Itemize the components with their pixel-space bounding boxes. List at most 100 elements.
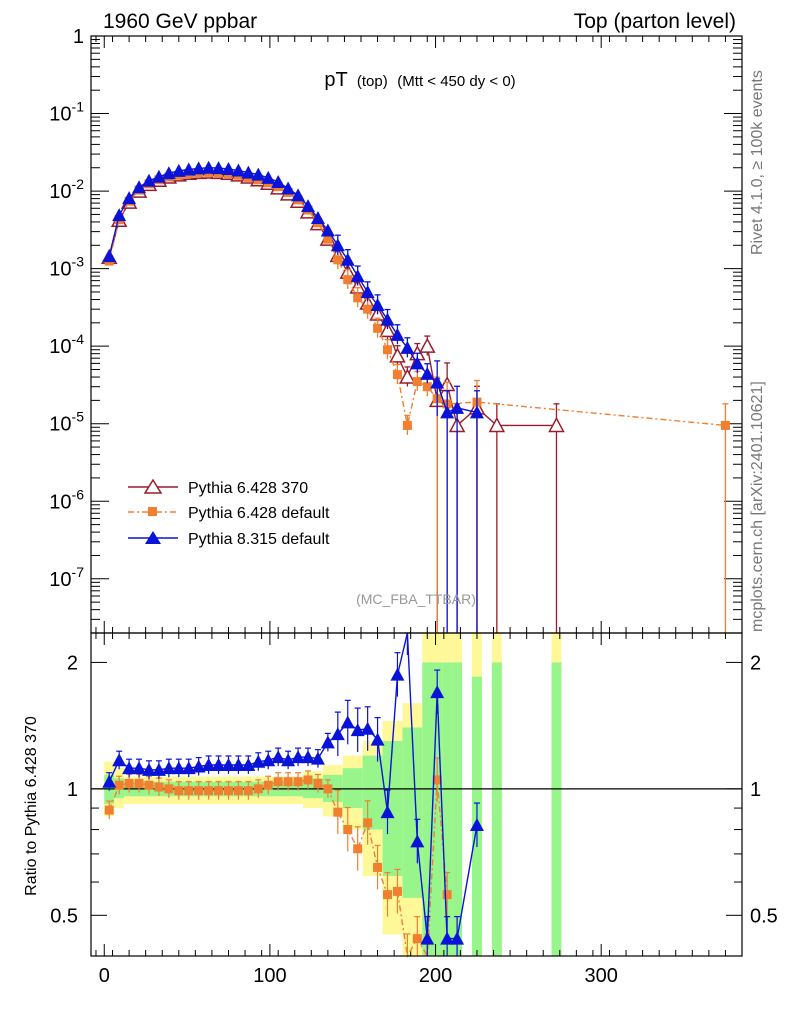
header-left: 1960 GeV ppbar (103, 10, 257, 33)
ratio-point-p6-default-0 (104, 805, 114, 815)
ratio-point-p8-default-33 (430, 685, 445, 699)
point-p8-default-25 (350, 269, 365, 283)
point-p8-default-21 (310, 210, 325, 224)
point-p6-default-27 (373, 323, 383, 333)
point-p8-default-8 (181, 162, 196, 176)
ratio-point-p8-default-13 (231, 757, 246, 771)
ratio-point-p6-default-34 (442, 890, 452, 900)
point-p6-370-28 (379, 321, 396, 338)
r-tick-label-left-2: 2 (67, 652, 78, 674)
legend-marker-p6-370 (143, 478, 163, 494)
ratio-point-p6-default-8 (184, 786, 194, 796)
ratio-point-p8-default-26 (360, 721, 375, 735)
ratio-point-p6-default-2 (124, 778, 134, 788)
ratio-point-p8-default-17 (271, 750, 286, 764)
ratio-point-p6-default-9 (194, 786, 204, 796)
y-tick-label-5: 10-5 (49, 409, 84, 436)
y-tick-label-2: 10-2 (49, 176, 84, 203)
point-p8-default-14 (241, 165, 256, 179)
band-green-10 (442, 662, 453, 956)
legend-label-p6-370: Pythia 6.428 370 (188, 480, 308, 497)
ratio-point-p8-default-8 (181, 761, 196, 775)
ratio-point-p8-default-31 (410, 834, 425, 848)
ratio-point-p6-default-26 (363, 818, 373, 828)
ratio-point-p8-default-6 (161, 761, 176, 775)
data-marks (100, 160, 730, 959)
y-tick-label-3: 10-3 (49, 254, 84, 281)
ratio-point-p8-default-4 (141, 762, 156, 776)
watermark: (MC_FBA_TTBAR) (356, 591, 476, 607)
point-p6-370-38 (548, 416, 565, 433)
x-tick-label-1: 100 (253, 965, 286, 987)
ratio-point-p8-default-2 (122, 761, 137, 775)
ratio-point-p8-default-20 (301, 750, 315, 764)
ratio-point-p8-default-10 (201, 757, 216, 771)
ratio-point-p6-default-27 (373, 862, 383, 872)
point-p8-default-11 (211, 161, 226, 175)
ratio-point-p6-default-33 (432, 775, 442, 785)
ratio-series-p8-default (102, 632, 484, 956)
ratio-series-p6-default (104, 757, 452, 959)
point-p8-default-15 (251, 167, 266, 181)
point-p8-default-1 (112, 208, 127, 222)
x-tick-label-3: 300 (585, 965, 618, 987)
side-label-mcplots: mcplots.cern.ch [arXiv:2401.10621] (749, 381, 766, 632)
point-p8-default-30 (400, 340, 415, 354)
point-p8-default-12 (221, 161, 236, 175)
ratio-point-p8-default-22 (320, 735, 335, 749)
band-green-14 (551, 662, 562, 956)
ratio-point-p8-default-24 (340, 715, 355, 729)
ratio-point-p8-default-32 (420, 931, 435, 945)
side-label-rivet: Rivet 4.1.0, ≥ 100k events (749, 70, 766, 255)
r-tick-label-right-0: 0.5 (750, 905, 778, 927)
ratio-point-p6-default-18 (283, 777, 293, 787)
band-green-13 (491, 662, 502, 956)
point-p6-default-31 (412, 377, 422, 387)
ratio-point-p6-default-17 (273, 777, 283, 787)
point-p6-default-29 (392, 370, 402, 380)
ratio-point-p8-default-35 (450, 931, 465, 945)
plot-title-sub2: (Mtt < 450 dy < 0) (397, 73, 515, 90)
ratio-point-p6-default-6 (164, 784, 174, 794)
plot-title-sub1: (top) (357, 73, 388, 90)
ratio-point-p6-default-14 (243, 786, 253, 796)
legend-label-p6-default: Pythia 6.428 default (188, 505, 330, 522)
ratio-point-p6-default-12 (223, 786, 233, 796)
ratio-point-p8-default-25 (350, 723, 365, 737)
y-tick-label-7: 10-7 (49, 564, 84, 591)
ratio-point-p8-default-0 (102, 774, 117, 788)
ratio-point-p8-default-11 (211, 757, 226, 771)
x-tick-label-0: 0 (99, 965, 110, 987)
plot-title: pT (top) (Mtt < 450 dy < 0) (324, 69, 515, 91)
point-p6-default-26 (363, 304, 373, 314)
point-p6-370-29 (389, 347, 406, 363)
point-p8-default-35 (450, 400, 465, 414)
point-p8-default-36 (469, 405, 484, 419)
point-p6-default-24 (343, 275, 353, 285)
point-p8-default-32 (420, 366, 435, 380)
band-green-7 (382, 740, 403, 877)
x-tick-label-2: 200 (419, 965, 452, 987)
point-p8-default-33 (430, 375, 445, 389)
ratio-point-p8-default-29 (390, 667, 405, 681)
point-p6-default-22 (323, 234, 333, 244)
ratio-point-p8-default-12 (221, 757, 236, 771)
ratio-point-p6-default-29 (392, 886, 402, 896)
ratio-point-p6-default-16 (263, 780, 273, 790)
ratio-point-p6-default-5 (154, 782, 164, 792)
point-p8-default-18 (281, 181, 296, 195)
r-tick-label-left-1: 1 (67, 779, 78, 801)
ratio-point-p6-default-7 (174, 786, 184, 796)
legend-marker-p6-default (148, 507, 157, 516)
legend-label-p8-default: Pythia 8.315 default (188, 531, 330, 548)
ratio-point-p8-default-7 (171, 761, 186, 775)
point-p8-default-28 (380, 312, 395, 326)
ratio-point-p8-default-36 (469, 818, 484, 832)
ratio-point-p6-default-22 (323, 784, 333, 794)
ratio-point-p8-default-27 (370, 732, 385, 746)
point-p8-default-23 (330, 238, 345, 252)
point-p8-default-31 (410, 356, 425, 370)
ratio-point-p8-default-23 (330, 727, 345, 741)
legend: Pythia 6.428 370 Pythia 6.428 default Py… (128, 478, 330, 548)
